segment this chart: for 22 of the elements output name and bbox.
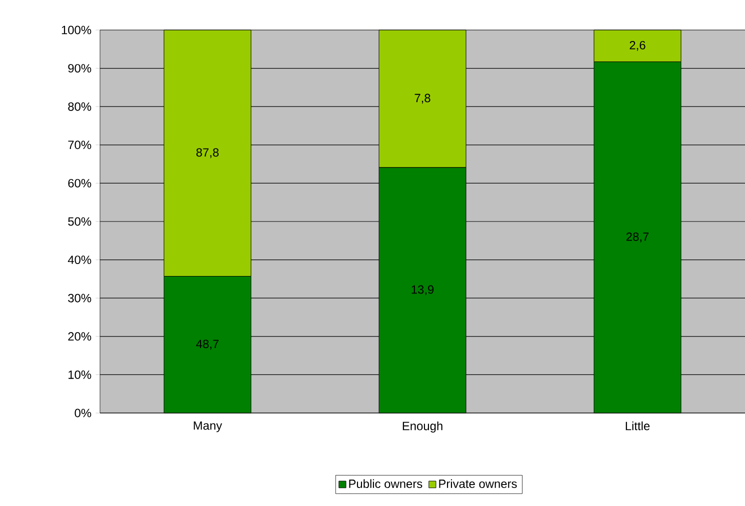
y-tick-label: 100% <box>62 26 92 34</box>
annotation: 48,7 <box>196 340 219 350</box>
x-tick-label: Enough <box>402 421 442 433</box>
y-tick-label: 70% <box>68 140 92 150</box>
x-tick-label: Little <box>626 421 650 430</box>
legend-label: Private owners <box>439 479 517 488</box>
y-tick-label: 40% <box>68 256 92 264</box>
y-tick-label: 0% <box>74 408 92 418</box>
annotation: 2,6 <box>630 40 646 51</box>
x-tick-label: Many <box>194 421 222 432</box>
y-tick-label: 60% <box>68 178 92 188</box>
legend-label: Public owners <box>349 479 422 488</box>
y-tick-label: 10% <box>68 370 92 379</box>
y-tick-label: 30% <box>68 294 92 302</box>
y-tick-label: 90% <box>68 64 92 73</box>
annotation: 7,8 <box>414 94 430 104</box>
y-tick-label: 20% <box>68 332 92 341</box>
y-tick-label: 50% <box>68 217 92 226</box>
y-tick-label: 80% <box>68 102 92 111</box>
annotation: 28,7 <box>626 232 649 242</box>
annotation: 87,8 <box>196 148 219 158</box>
annotation: 13,9 <box>412 285 434 296</box>
